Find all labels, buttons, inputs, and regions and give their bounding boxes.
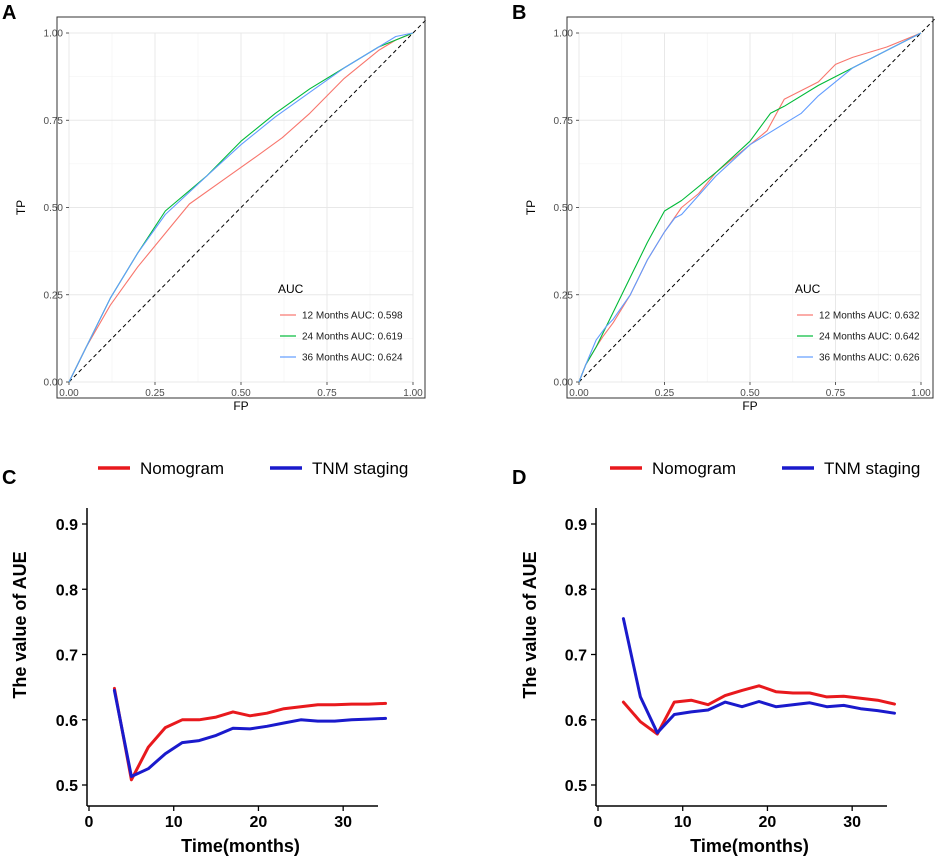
panel-c-panel-label: C: [2, 467, 16, 489]
panel-a-series-line-0: [68, 32, 414, 383]
panel-a-y-tick-label: 0.75: [44, 116, 64, 127]
panel-b-y-tick-label: 1.00: [554, 29, 574, 40]
panel-d-y-tick-label: 0.7: [565, 648, 587, 665]
panel-b-x-tick-label: 0.50: [740, 388, 760, 399]
panel-a-legend-item-2: 36 Months AUC: 0.624: [302, 353, 403, 364]
panel-c-aue-panel: C 0.5 0.6 0.7 0.8 0.9 0 10 20 30 Time(months) The v…: [2, 459, 408, 856]
panel-a-panel-label: A: [2, 2, 16, 24]
panel-b-diagonal-reference-line: [578, 18, 936, 383]
panel-c-y-tick-label: 0.7: [56, 648, 78, 665]
panel-d-x-axis-title: Time(months): [690, 836, 809, 856]
panel-b-legend-title: AUC: [795, 282, 821, 296]
panel-a-y-axis-title: TP: [14, 200, 28, 215]
panel-b-series-line-0: [578, 32, 922, 383]
panel-a-x-tick-label: 0.50: [231, 388, 251, 399]
panel-b-x-tick-label: 0.25: [655, 388, 675, 399]
panel-d-y-tick-label: 0.5: [565, 778, 587, 795]
panel-d-x-tick-label: 10: [674, 814, 692, 831]
panel-b-legend-item-1: 24 Months AUC: 0.642: [819, 332, 920, 343]
panel-a-diagonal-reference-line: [68, 18, 428, 383]
panel-a-series-line-2: [68, 32, 414, 383]
panel-c-x-axis-title: Time(months): [181, 836, 300, 856]
panel-b-y-tick-label: 0.00: [554, 378, 574, 389]
panel-c-x-tick-label: 10: [165, 814, 183, 831]
panel-a-legend-item-0: 12 Months AUC: 0.598: [302, 311, 403, 322]
panel-a-y-tick-label: 0.50: [44, 203, 64, 214]
panel-b-panel-label: B: [512, 2, 526, 24]
panel-b-series-line-2: [578, 32, 922, 383]
panel-a-x-tick-label: 1.00: [403, 388, 423, 399]
panel-a-x-tick-label: 0.75: [317, 388, 337, 399]
panel-b-panel-border: [566, 16, 934, 399]
panel-c-x-tick-label: 0: [85, 814, 94, 831]
panel-c-y-tick-label: 0.8: [56, 582, 78, 599]
panel-d-legend-item-1: TNM staging: [824, 459, 920, 478]
panel-a-legend-title: AUC: [278, 282, 304, 296]
panel-d-series-line-0: [621, 684, 896, 736]
panel-b-series-line-1: [578, 32, 922, 383]
panel-d-legend-item-0: Nomogram: [652, 459, 736, 478]
panel-a-y-tick-label: 0.25: [44, 290, 64, 301]
panel-c-y-tick-label: 0.5: [56, 778, 78, 795]
panel-d-series-line-1: [621, 617, 896, 735]
panel-d-aue-panel: D 0.5 0.6 0.7 0.8 0.9 0 10 20 30 Time(months) The v…: [512, 459, 920, 856]
panel-a-roc-panel: A 0.000.00 0.25 0.25 0.50 0.50 0.75 0.75 1.00 1.0…: [2, 2, 428, 413]
panel-b-legend-item-0: 12 Months AUC: 0.632: [819, 311, 920, 322]
panel-c-y-axis-title: The value of AUE: [10, 551, 30, 698]
panel-c-legend-item-0: Nomogram: [140, 459, 224, 478]
panel-c-series-line-1: [112, 688, 387, 778]
panel-b-roc-panel: B 0.000.00 0.25 0.25 0.50 0.50 0.75 0.75 1.00 1.0…: [512, 2, 936, 413]
panel-a-legend-item-1: 24 Months AUC: 0.619: [302, 332, 403, 343]
panel-d-x-tick-label: 20: [759, 814, 777, 831]
panel-b-y-tick-label: 0.25: [554, 290, 574, 301]
panel-b-y-tick-label: 0.75: [554, 116, 574, 127]
panel-b-x-tick-label: 0.75: [826, 388, 846, 399]
panel-d-y-tick-label: 0.6: [565, 713, 587, 730]
panel-a-y-tick-label: 1.00: [44, 29, 64, 40]
panel-d-x-tick-label: 0: [594, 814, 603, 831]
panel-b-x-tick-label: 0.00: [569, 388, 589, 399]
panel-b-y-axis-title: TP: [524, 200, 538, 215]
panel-d-x-tick-label: 30: [843, 814, 861, 831]
panel-a-x-axis-title: FP: [233, 399, 248, 413]
panel-a-x-tick-label: 0.00: [59, 388, 79, 399]
panel-d-panel-label: D: [512, 467, 526, 489]
panel-c-legend-item-1: TNM staging: [312, 459, 408, 478]
panel-b-x-axis-title: FP: [742, 399, 757, 413]
panel-c-x-tick-label: 20: [250, 814, 268, 831]
panel-b-legend-item-2: 36 Months AUC: 0.626: [819, 353, 920, 364]
panel-a-x-tick-label: 0.25: [145, 388, 165, 399]
panel-c-y-tick-label: 0.9: [56, 517, 78, 534]
panel-c-series-line-0: [112, 686, 387, 782]
panel-c-x-tick-label: 30: [334, 814, 352, 831]
panel-d-y-tick-label: 0.8: [565, 582, 587, 599]
panel-d-y-axis-title: The value of AUE: [520, 551, 540, 698]
panel-b-x-tick-label: 1.00: [911, 388, 931, 399]
panel-b-y-tick-label: 0.50: [554, 203, 574, 214]
panel-c-y-tick-label: 0.6: [56, 713, 78, 730]
panel-a-panel-border: [56, 16, 426, 399]
panel-d-y-tick-label: 0.9: [565, 517, 587, 534]
panel-a-y-tick-label: 0.00: [44, 378, 64, 389]
